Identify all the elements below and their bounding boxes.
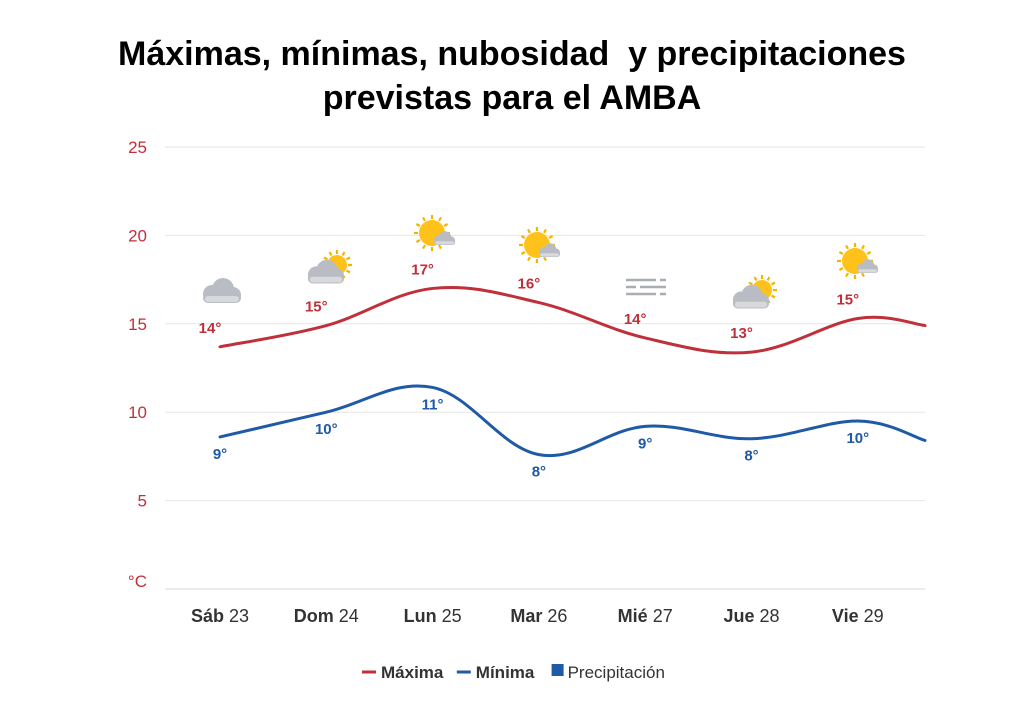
sun-ray (861, 272, 865, 278)
partly-sunny-icon (732, 275, 777, 309)
max-data-label: 14° (624, 311, 647, 328)
x-tick-label: Mar 26 (510, 606, 567, 626)
min-data-label: 11° (422, 396, 444, 413)
legend-item-mxima[interactable]: Máxima (362, 663, 444, 682)
legend-item-mnima[interactable]: Mínima (456, 663, 535, 682)
y-tick-label: 25 (128, 138, 147, 157)
sun-ray (845, 272, 849, 278)
sun-ray (422, 216, 426, 222)
max-data-label: 15° (305, 299, 328, 316)
cloud-highlight (734, 301, 768, 308)
cloud-highlight (858, 269, 877, 273)
y-tick-label: 20 (128, 226, 147, 245)
legend-label: Precipitación (568, 663, 665, 682)
sun-ray (443, 223, 449, 227)
legend-label: Máxima (381, 663, 444, 682)
sun-ray (527, 228, 531, 234)
max-data-label: 15° (836, 291, 859, 308)
legend-item-precipitacin[interactable]: Precipitación (551, 663, 665, 682)
sun-ray (345, 269, 351, 274)
cloud-highlight (205, 296, 239, 302)
sun-ray (323, 256, 329, 261)
sun-ray (415, 239, 421, 243)
sun-ray (770, 281, 776, 286)
sun-ray (838, 251, 844, 255)
min-data-label: 8° (532, 464, 546, 481)
series-lines (218, 285, 927, 458)
y-tick-label: 5 (138, 492, 147, 511)
cloud-highlight (540, 253, 559, 257)
sun-ray (861, 244, 865, 250)
sun-ray (753, 276, 758, 282)
min-data-label: 8° (744, 448, 758, 465)
sun-ray (438, 244, 442, 250)
legend-swatch (551, 664, 564, 676)
legend-label: Mínima (476, 663, 535, 682)
chart-title-line-2: previstas para el AMBA (322, 79, 702, 117)
sun-ray (866, 251, 872, 255)
sun-ray (838, 267, 844, 271)
fog-icon (626, 278, 666, 296)
cloudy-icon (203, 278, 241, 303)
x-tick-label: Mié 27 (618, 606, 673, 626)
y-tick-label: 10 (128, 403, 147, 422)
sun-ray (341, 251, 346, 257)
max-data-label: 14° (199, 320, 222, 337)
sun-ray (548, 235, 554, 239)
chart-title-line-1: Máximas, mínimas, nubosidad y precipitac… (118, 35, 906, 73)
sun-ray (328, 251, 333, 257)
min-data-label: 9° (213, 446, 227, 463)
sun-ray (438, 216, 442, 222)
y-tick-label: 15 (128, 315, 147, 334)
weather-icons (203, 215, 878, 309)
sun-ray (527, 256, 531, 262)
x-tick-label: Vie 29 (832, 606, 884, 626)
max-data-label: 16° (518, 276, 541, 293)
series-line-minima (218, 384, 927, 458)
max-data-label: 17° (411, 261, 434, 278)
series-line-maxima (218, 285, 927, 355)
partly-sunny-icon (307, 250, 352, 284)
y-axis: 5 10 15 20 25 °C (128, 138, 147, 591)
x-axis: Sáb 23 Dom 24 Lun 25 Mar 26 Mié 27 Jue 28 Vie … (191, 606, 884, 626)
sun-ray (422, 244, 426, 250)
min-data-label: 9° (638, 435, 652, 452)
sun-ray (543, 256, 547, 262)
sun-ray (415, 223, 421, 227)
sun-ray (766, 276, 771, 282)
x-tick-label: Dom 24 (294, 606, 359, 626)
mostly-sunny-icon (837, 243, 878, 279)
grid-lines (165, 146, 925, 590)
chart-title: Máximas, mínimas, nubosidad y precipitac… (0, 32, 1024, 120)
legend[interactable]: Máxima Mínima Precipitación (362, 663, 665, 682)
mostly-sunny-icon (414, 215, 455, 251)
sun-ray (345, 256, 351, 261)
x-tick-label: Sáb 23 (191, 606, 249, 626)
cloud-highlight (309, 276, 343, 283)
data-labels: 14° 15° 17° 16° 14° 13° 15° 9° 10° 11° 8° 9° 8° 10° (199, 261, 869, 480)
sun-ray (543, 228, 547, 234)
sun-ray (748, 281, 754, 286)
sun-ray (770, 294, 776, 299)
sun-ray (520, 235, 526, 239)
cloud-highlight (435, 241, 454, 245)
max-data-label: 13° (730, 325, 753, 342)
x-tick-label: Lun 25 (404, 606, 462, 626)
min-data-label: 10° (846, 430, 869, 447)
min-data-label: 10° (315, 421, 338, 438)
sun-ray (845, 244, 849, 250)
sun-ray (520, 251, 526, 255)
mostly-sunny-icon (519, 227, 560, 263)
x-tick-label: Jue 28 (723, 606, 779, 626)
y-unit-label: °C (128, 572, 147, 591)
